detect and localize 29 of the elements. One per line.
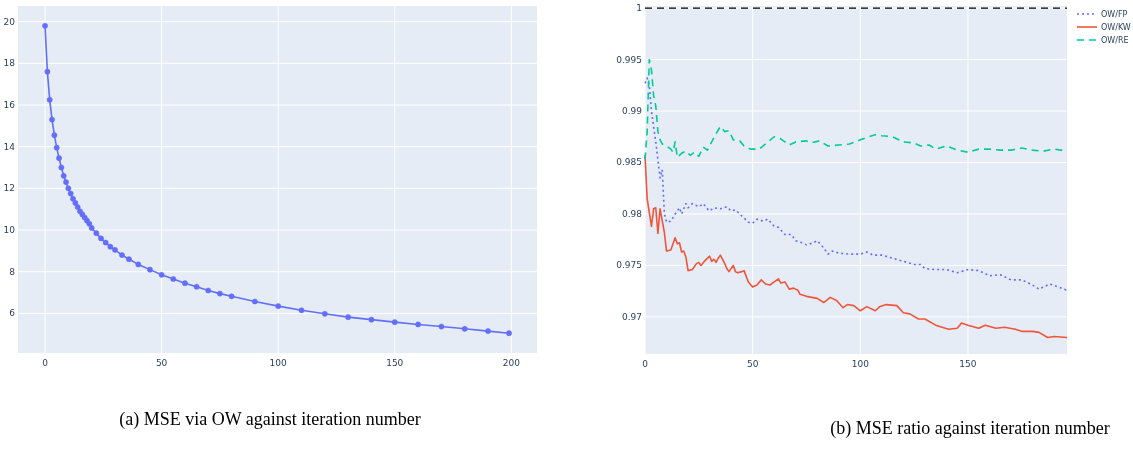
y-tick-label: 0.975	[616, 260, 642, 271]
text: (b) MSE ratio against iteration number	[830, 418, 1110, 439]
x-tick-label: 150	[959, 359, 977, 369]
x-tick-label: 150	[386, 358, 404, 368]
legend-label: OW/RE	[1101, 36, 1129, 45]
y-tick-label: 16	[3, 99, 16, 110]
x-tick-label: 0	[642, 359, 649, 369]
legend-label: OW/KW	[1101, 23, 1131, 32]
y-tick-label: 10	[3, 225, 16, 236]
x-tick-label: 50	[155, 358, 168, 368]
x-tick-label: 200	[502, 358, 521, 368]
legend-label: OW/FP	[1101, 10, 1128, 19]
y-tick-label: 8	[9, 266, 16, 277]
y-tick-label: 1	[636, 3, 642, 14]
x-tick-label: 0	[42, 358, 49, 368]
y-tick-label: 0.97	[621, 311, 642, 322]
y-tick-label: 0.985	[616, 157, 642, 168]
x-tick-label: 50	[746, 359, 759, 369]
y-tick-label: 18	[3, 58, 16, 69]
x-tick-label: 100	[851, 359, 870, 369]
y-tick-label: 14	[3, 141, 16, 152]
y-tick-label: 12	[3, 183, 15, 194]
y-tick-label: 0.995	[616, 54, 642, 65]
text: (a) MSE via OW against iteration number	[119, 409, 421, 430]
x-tick-label: 100	[269, 358, 288, 368]
y-tick-label: 6	[9, 308, 16, 319]
y-tick-label: 20	[3, 16, 16, 27]
y-tick-label: 0.99	[621, 106, 643, 117]
y-tick-label: 0.98	[621, 208, 643, 219]
